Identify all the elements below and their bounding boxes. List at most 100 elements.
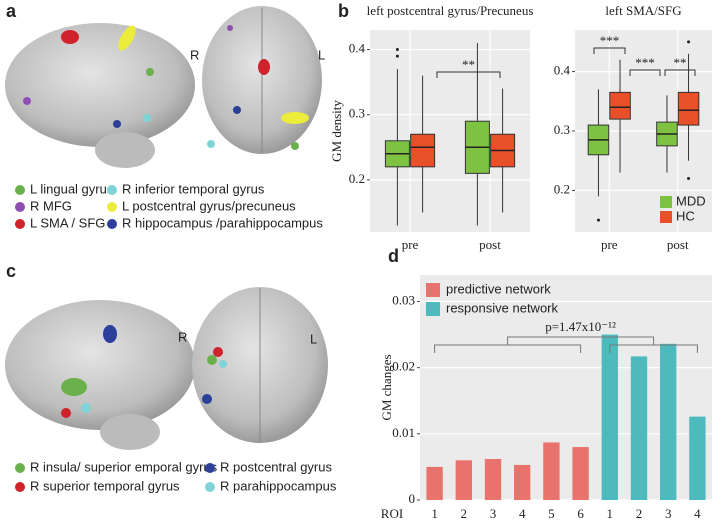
legend-label: L postcentral gyrus/precuneus — [122, 198, 296, 213]
roi — [207, 355, 217, 365]
side-label: L — [310, 331, 317, 346]
roi — [207, 140, 215, 148]
roi — [233, 106, 241, 114]
x-tick-label: 4 — [519, 506, 526, 521]
roi — [81, 403, 91, 413]
significance: *** — [635, 55, 655, 70]
legend-swatch — [205, 463, 215, 473]
x-tick-label: 1 — [431, 506, 438, 521]
legend-label: L SMA / SFG — [30, 215, 105, 230]
panel-label: a — [6, 1, 17, 21]
y-tick-label: 0 — [409, 491, 416, 506]
legend-swatch — [107, 185, 117, 195]
bracket — [507, 336, 655, 345]
roi — [103, 325, 117, 343]
y-tick-label: 0.01 — [392, 425, 415, 440]
roi — [219, 360, 227, 368]
roi — [227, 25, 233, 31]
legend-swatch — [15, 202, 25, 212]
box — [410, 133, 436, 168]
legend-swatch — [107, 202, 117, 212]
box — [677, 91, 700, 126]
y-tick-label: 0.2 — [554, 181, 570, 196]
outlier — [596, 218, 600, 222]
significance: *** — [600, 33, 620, 48]
bar — [484, 458, 502, 500]
bar — [630, 356, 648, 500]
roi — [113, 120, 121, 128]
roi — [258, 59, 270, 75]
bar — [689, 416, 706, 500]
legend-label: MDD — [676, 193, 706, 208]
legend-label: R superior temporal gyrus — [30, 478, 180, 493]
bar — [514, 464, 531, 500]
roi — [23, 97, 31, 105]
legend-label: responsive network — [446, 300, 558, 315]
y-tick-label: 0.3 — [554, 122, 570, 137]
y-tick-label: 0.02 — [392, 359, 415, 374]
legend-swatch — [15, 463, 25, 473]
cerebellum — [100, 414, 160, 450]
roi — [61, 408, 71, 418]
legend-swatch — [15, 185, 25, 195]
legend-label: R inferior temporal gyrus — [122, 181, 265, 196]
roi — [118, 25, 136, 51]
y-tick-label: 0.3 — [349, 106, 365, 121]
p-value: p=1.47x10⁻¹² — [545, 319, 616, 334]
legend-label: HC — [676, 208, 695, 223]
legend-swatch — [426, 283, 440, 297]
bar — [601, 334, 618, 500]
panel-label: b — [338, 1, 349, 21]
x-tick-label: post — [667, 237, 689, 252]
legend-swatch — [660, 211, 672, 223]
roi — [202, 394, 212, 404]
y-tick-label: 0.4 — [554, 63, 571, 78]
y-axis-label: GM changes — [379, 354, 394, 420]
y-tick-label: 0.03 — [392, 292, 415, 307]
roi — [291, 142, 299, 150]
legend-swatch — [426, 302, 440, 316]
outlier — [687, 40, 691, 44]
legend-swatch — [15, 219, 25, 229]
significance: ** — [462, 57, 475, 72]
bracket — [664, 69, 696, 76]
x-tick-label: 2 — [461, 506, 468, 521]
side-label: R — [178, 329, 187, 344]
x-tick-label: pre — [402, 237, 419, 252]
outlier — [395, 48, 399, 52]
cerebellum — [95, 132, 155, 168]
brain-side — [5, 300, 195, 430]
x-tick-label: 4 — [694, 506, 701, 521]
chart-title: left postcentral gyrus/Precuneus — [367, 3, 534, 18]
roi — [61, 30, 79, 44]
roi — [146, 68, 154, 76]
box — [609, 91, 631, 120]
outlier — [395, 54, 399, 58]
roi — [61, 378, 87, 396]
roi — [143, 114, 151, 122]
legend-swatch — [660, 196, 672, 208]
legend-swatch — [15, 482, 25, 492]
y-tick-label: 0.2 — [349, 171, 365, 186]
x-tick-label: pre — [601, 237, 618, 252]
legend-label: R parahippocampus — [220, 478, 337, 493]
x-tick-label: 3 — [665, 506, 672, 521]
x-tick-label: 3 — [490, 506, 497, 521]
panel-label: c — [6, 261, 16, 281]
x-axis-label: ROI — [381, 506, 403, 521]
legend-label: predictive network — [446, 281, 551, 296]
legend-label: R postcentral gyrus — [220, 459, 332, 474]
brain-side — [5, 23, 195, 147]
y-axis-label: GM density — [329, 100, 344, 162]
legend-label: R MFG — [30, 198, 72, 213]
bracket — [593, 47, 626, 54]
roi — [213, 347, 223, 357]
side-label: L — [318, 47, 325, 62]
bar — [455, 460, 472, 500]
roi — [281, 112, 309, 124]
legend-label: L lingual gyrus — [30, 181, 114, 196]
bar — [543, 442, 560, 500]
outlier — [687, 177, 691, 181]
bracket — [629, 69, 661, 76]
